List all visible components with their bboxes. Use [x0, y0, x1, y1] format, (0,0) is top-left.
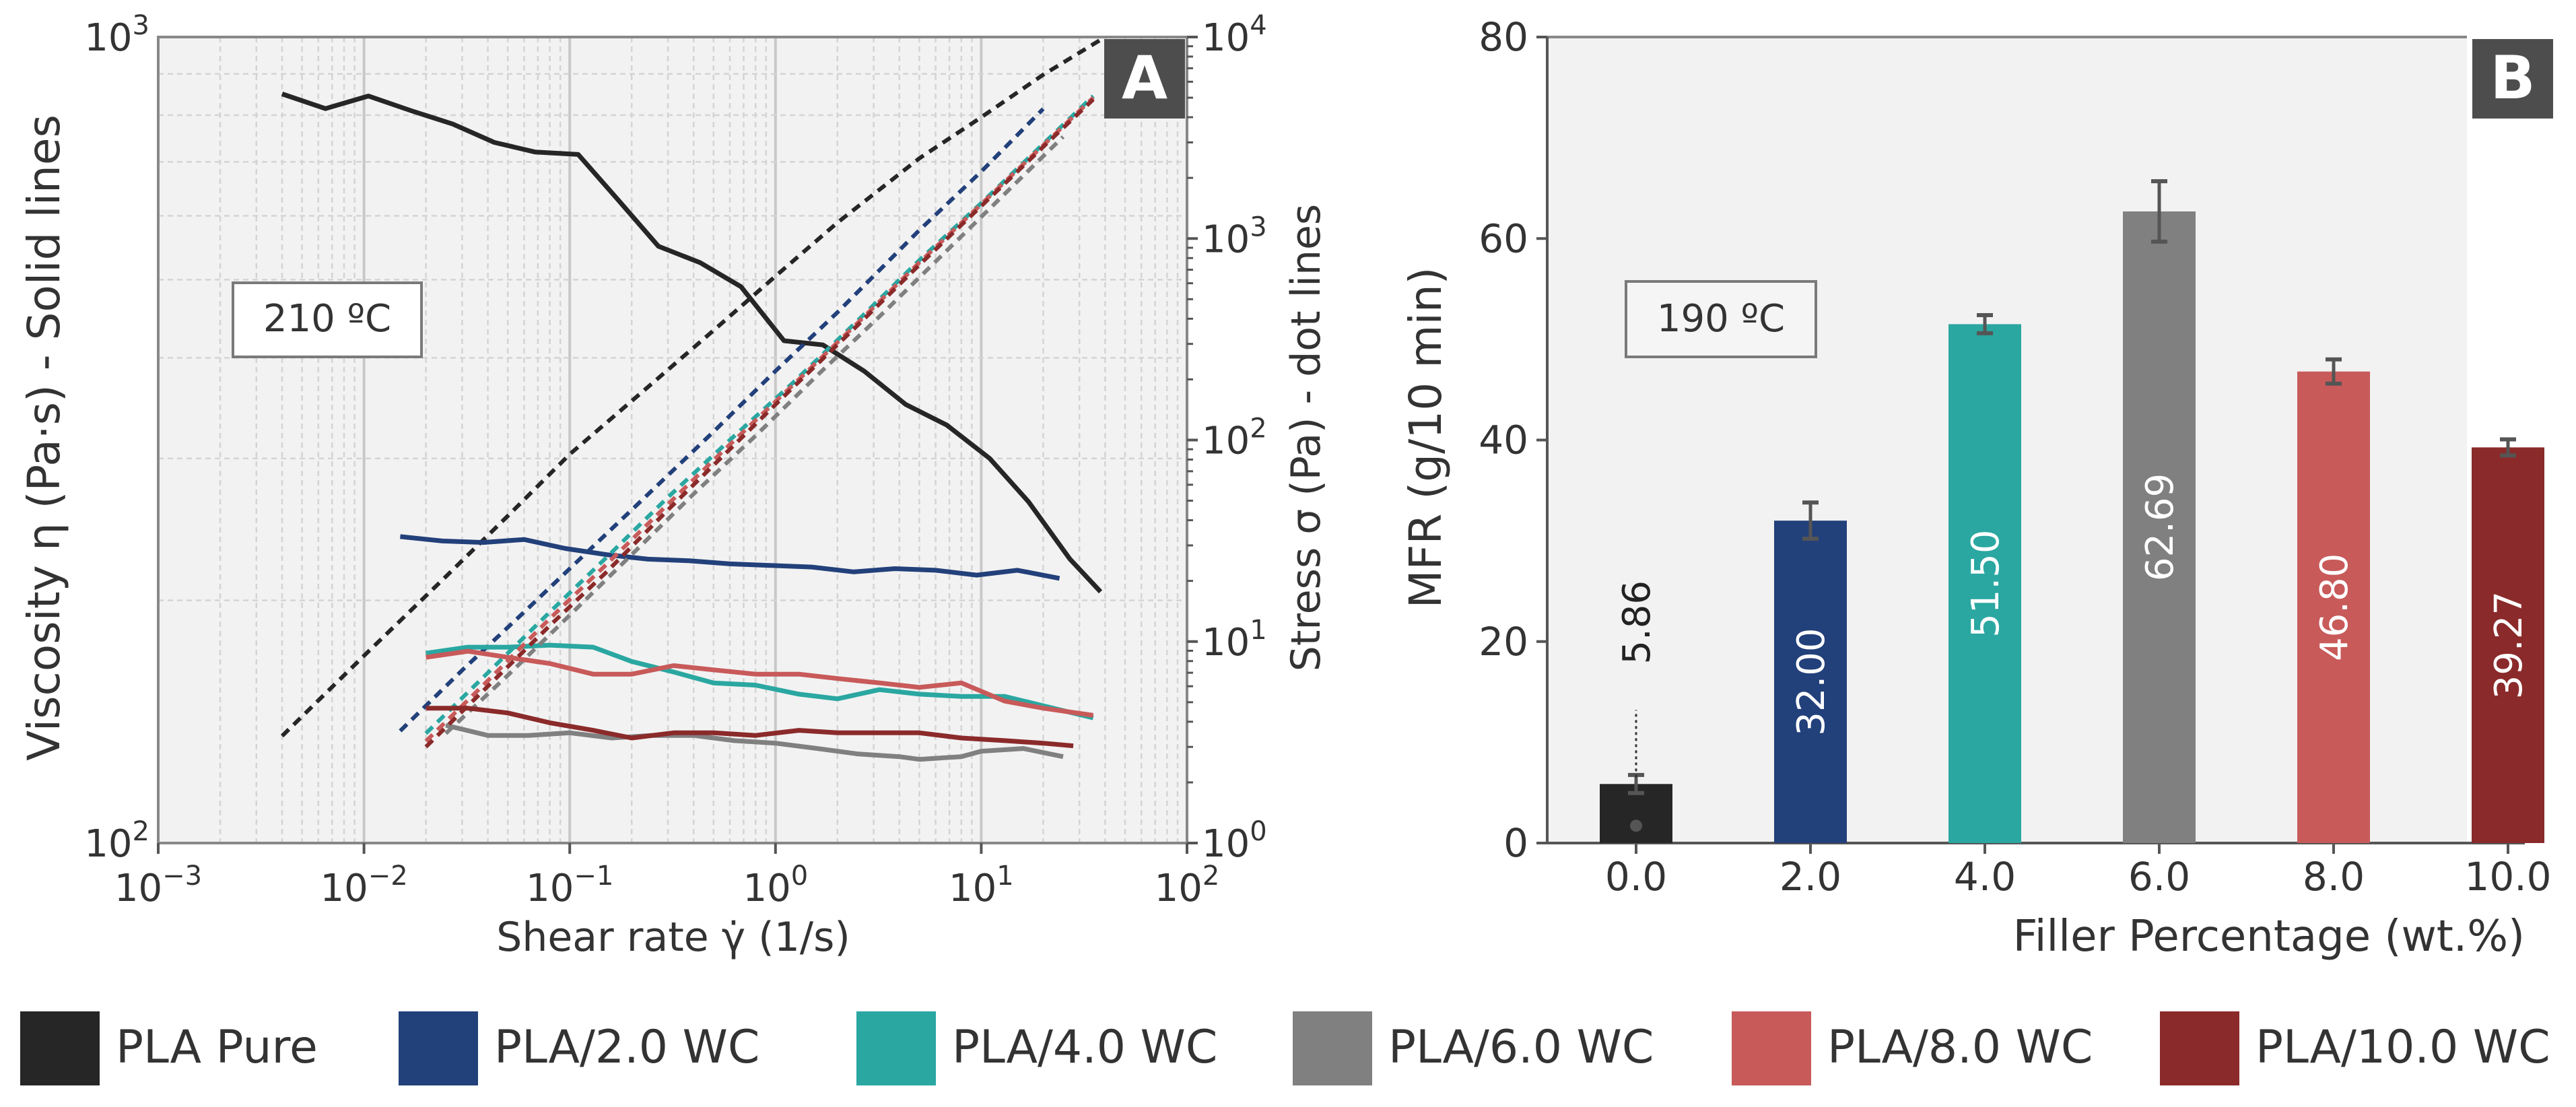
viscosity-line-4: [426, 648, 1094, 718]
stress-line-5: [424, 98, 1095, 749]
panel-label-b: B: [2490, 43, 2535, 112]
viscosity-panel: 10−3 10−2 10−1 100 101 102 102 103 100 101 102 103 1…: [18, 10, 1330, 961]
mfr-panel: 0 20 40 60 80 0.0 2.0 4.0 6.0 8.0 10.0 5.86 32.00 51…: [1400, 14, 2553, 962]
stress-tick-label: 102: [1202, 413, 1267, 463]
legend-swatch: [1732, 1011, 1811, 1085]
viscosity-line-1: [400, 534, 1060, 581]
x-tick-label: 102: [1155, 861, 1220, 910]
legend-swatch: [20, 1011, 100, 1085]
mfr-tick-label: 60: [1479, 215, 1528, 261]
x-tick-label: 101: [949, 861, 1014, 910]
category-tick-label: 6.0: [2128, 854, 2190, 900]
bar-value-label: 51.50: [1964, 530, 2008, 638]
mfr-tick-label: 0: [1503, 820, 1528, 866]
legend-item: PLA/10.0 WC: [2160, 1011, 2550, 1085]
temperature-label-a: 210 ºC: [263, 297, 391, 341]
stress-line-0: [280, 35, 1106, 738]
mfr-bar: [2472, 447, 2544, 843]
panel-label-b-badge: [2472, 39, 2553, 119]
legend-swatch: [399, 1011, 478, 1085]
legend-item: PLA/6.0 WC: [1293, 1011, 1654, 1085]
stress-tick-label: 104: [1202, 10, 1267, 60]
legend-swatch: [856, 1011, 936, 1085]
viscosity-tick-label: 102: [84, 816, 149, 866]
viscosity-tick-label: 103: [84, 10, 149, 60]
legend-item: PLA/2.0 WC: [399, 1011, 759, 1085]
temperature-label-box-b: [1625, 280, 1817, 358]
mfr-bars: 5.86 32.00 51.50 62.69 46.80 39.27: [1600, 179, 2544, 844]
mfr-bar: [2123, 211, 2196, 844]
x-tick-label: 10−1: [526, 861, 613, 910]
stress-line-2: [424, 94, 1095, 735]
legend: PLA Pure PLA/2.0 WC PLA/4.0 WC PLA/6.0 WC PL…: [20, 1011, 2550, 1085]
bar-value-label: 5.86: [1615, 580, 1659, 665]
bar-value-label: 39.27: [2487, 591, 2531, 699]
viscosity-axis-ticks: 10−3 10−2 10−1 100 101 102 102 103 100 101 102 103 1…: [84, 10, 1266, 910]
legend-item: PLA Pure: [20, 1011, 318, 1085]
viscosity-line-2: [426, 642, 1094, 720]
category-tick-label: 0.0: [1605, 854, 1667, 900]
bar-value-label: 62.69: [2138, 473, 2182, 581]
viscosity-axis-label: Viscosity η (Pa·s) - Solid lines: [18, 114, 70, 761]
legend-label: PLA/2.0 WC: [494, 1021, 759, 1074]
legend-label: PLA/6.0 WC: [1388, 1021, 1654, 1074]
legend-item: PLA/8.0 WC: [1732, 1011, 2093, 1085]
mfr-tick-label: 20: [1479, 619, 1528, 665]
temperature-label-box-a: [232, 281, 423, 358]
legend-swatch: [1293, 1011, 1372, 1085]
mfr-tick-label: 80: [1479, 14, 1528, 60]
legend-item: PLA/4.0 WC: [856, 1011, 1217, 1085]
panel-label-a-badge: [1104, 39, 1185, 119]
stress-line-3: [444, 135, 1065, 735]
filler-axis-label: Filler Percentage (wt.%): [2013, 912, 2525, 962]
legend-swatch: [2160, 1011, 2239, 1085]
mfr-axis-ticks: 0 20 40 60 80 0.0 2.0 4.0 6.0 8.0 10.0: [1479, 14, 2551, 900]
mfr-bar: [1774, 521, 1847, 843]
legend-label: PLA/10.0 WC: [2256, 1021, 2550, 1074]
legend-label: PLA Pure: [116, 1021, 318, 1074]
x-tick-label: 100: [743, 861, 808, 910]
x-tick-label: 10−3: [114, 861, 202, 910]
shear-rate-axis-label: Shear rate γ̇ (1/s): [496, 914, 850, 961]
viscosity-line-3: [445, 723, 1064, 762]
mfr-axis-label: MFR (g/10 min): [1400, 267, 1452, 609]
stress-line-1: [399, 107, 1045, 733]
viscosity-line-0: [281, 92, 1103, 594]
legend-label: PLA/4.0 WC: [952, 1021, 1217, 1074]
stress-tick-label: 101: [1202, 615, 1267, 665]
panel-label-a: A: [1122, 43, 1167, 112]
viscosity-series-lines: [280, 35, 1106, 762]
category-tick-label: 4.0: [1954, 854, 2016, 900]
viscosity-line-5: [426, 706, 1074, 749]
mfr-tick-label: 40: [1479, 417, 1528, 463]
stress-tick-label: 103: [1202, 211, 1267, 261]
stress-axis-label: Stress σ (Pa) - dot lines: [1283, 204, 1330, 671]
category-tick-label: 8.0: [2303, 854, 2365, 900]
mfr-bar: [2297, 371, 2370, 843]
category-tick-label: 2.0: [1780, 854, 1841, 900]
category-tick-label: 10.0: [2464, 854, 2551, 900]
bar-value-label: 46.80: [2313, 554, 2357, 661]
value-point: [1630, 819, 1642, 832]
mfr-bar: [1948, 324, 2021, 843]
legend-label: PLA/8.0 WC: [1827, 1021, 2093, 1074]
x-tick-label: 10−2: [320, 861, 407, 910]
stress-tick-label: 100: [1202, 816, 1267, 866]
temperature-label-b: 190 ºC: [1657, 297, 1785, 341]
bar-value-label: 32.00: [1790, 628, 1833, 735]
